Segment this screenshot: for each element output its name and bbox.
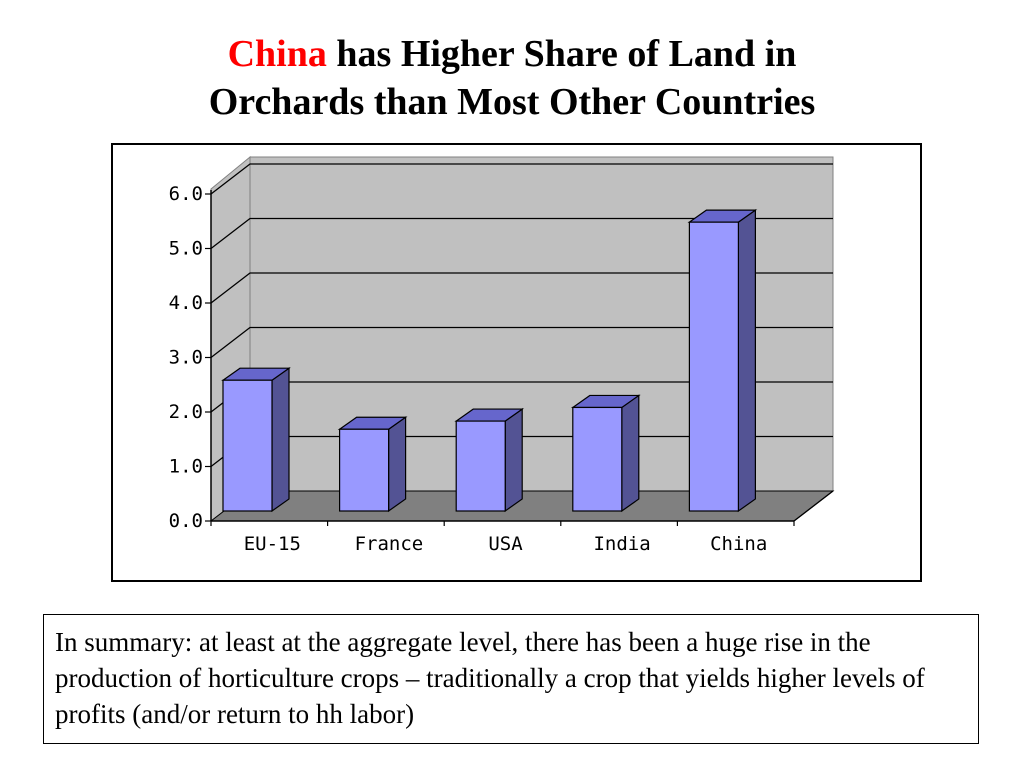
- y-tick-label: 0.0: [169, 510, 203, 532]
- bar-france: [339, 428, 390, 512]
- bar-side-usa: [504, 407, 523, 513]
- title-highlight: China: [227, 33, 327, 75]
- bar-side-france: [388, 416, 407, 513]
- y-tick-label: 4.0: [169, 292, 203, 314]
- x-axis-depth-line: [793, 490, 834, 522]
- bar-eu-15: [222, 379, 273, 512]
- bar-chart: 0.0 1.0 2.0 3.0 4.0 5.0 6.0 EU-15 France USA India…: [169, 155, 835, 555]
- bar-usa: [455, 420, 506, 512]
- chart-frame: 0.0 1.0 2.0 3.0 4.0 5.0 6.0 EU-15 France USA India…: [111, 143, 922, 582]
- title-line1-rest: has Higher Share of Land in: [336, 33, 797, 75]
- slide-title: China has Higher Share of Land in Orchar…: [0, 30, 1024, 126]
- y-tick-label: 6.0: [169, 183, 203, 205]
- summary-text: In summary: at least at the aggregate le…: [55, 627, 925, 729]
- bar-side-eu-15: [271, 367, 290, 513]
- x-tick-label: France: [355, 533, 424, 555]
- y-tick-label: 5.0: [169, 238, 203, 260]
- summary-box: In summary: at least at the aggregate le…: [43, 614, 979, 744]
- bar-china: [688, 221, 740, 512]
- bar-side-india: [621, 394, 640, 513]
- x-tick-label: EU-15: [244, 533, 301, 555]
- title-line2: Orchards than Most Other Countries: [208, 81, 816, 123]
- gridline: [210, 272, 833, 304]
- gridline: [210, 217, 833, 250]
- x-tick-label: China: [710, 533, 767, 555]
- bar-india: [572, 406, 623, 512]
- x-tick-label: India: [593, 533, 650, 555]
- gridline: [210, 163, 833, 195]
- gridline: [210, 326, 833, 359]
- x-tick-label: USA: [488, 533, 523, 555]
- y-tick-label: 1.0: [169, 456, 203, 478]
- bar-side-china: [737, 208, 757, 513]
- y-tick-label: 2.0: [169, 401, 203, 423]
- y-tick-label: 3.0: [169, 347, 203, 369]
